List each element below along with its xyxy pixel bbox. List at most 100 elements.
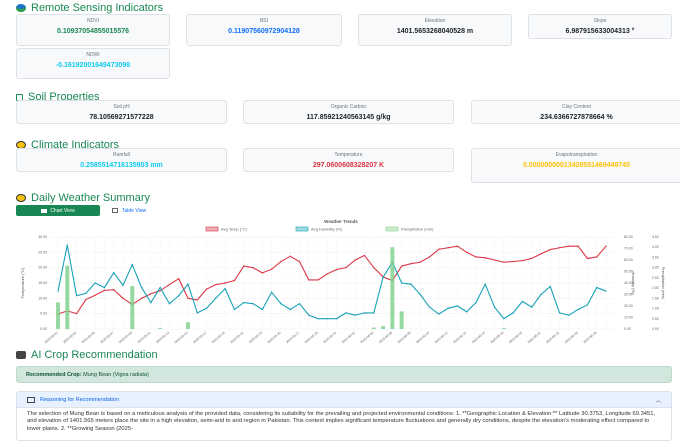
data-point xyxy=(465,311,468,313)
card-ndvi: NDVI 0.10937054855015576 xyxy=(16,14,170,46)
y2-tick-label: 30.00 xyxy=(624,293,633,297)
table-view-button[interactable]: Table View xyxy=(112,205,146,216)
y-axis-label: Temperature (°C) xyxy=(20,267,25,298)
data-point xyxy=(400,265,403,267)
data-point xyxy=(94,294,96,296)
y2-tick-label: 50.00 xyxy=(624,270,633,274)
data-point xyxy=(233,308,236,311)
y2-axis-label: Humidity (%) xyxy=(631,272,636,296)
x-tick-label: 2025-05-03 xyxy=(62,331,77,345)
reasoning-accordion-header[interactable]: Reasoning for Recommendation ︿ xyxy=(17,392,671,408)
card-climate-0: Rainfall 0.2585514716135903 mm xyxy=(16,148,227,172)
x-tick-label: 2025-05-11 xyxy=(137,331,152,345)
legend-label: Avg Humidity (%) xyxy=(311,227,342,232)
x-tick-label: 2025-06-26 xyxy=(564,331,579,345)
x-tick-label: 2025-05-31 xyxy=(322,331,337,345)
data-point xyxy=(503,261,505,263)
card-value: 6.987915633004313 ° xyxy=(565,28,635,35)
data-point xyxy=(317,317,319,320)
data-point xyxy=(530,257,533,260)
y2-tick-label: 20.00 xyxy=(624,304,633,308)
data-point xyxy=(447,247,449,249)
data-point xyxy=(66,244,68,246)
data-point xyxy=(493,306,496,308)
data-point xyxy=(438,313,440,315)
data-point xyxy=(586,257,589,260)
reasoning-accordion: Reasoning for Recommendation ︿ The select… xyxy=(16,391,672,441)
data-point xyxy=(308,279,310,281)
card-value: 0.10937054855015576 xyxy=(56,28,130,35)
data-point xyxy=(178,278,180,280)
data-point xyxy=(558,312,561,314)
precip-bar xyxy=(186,322,191,329)
y2-tick-label: 70.00 xyxy=(624,247,633,251)
data-point xyxy=(373,266,375,269)
data-point xyxy=(586,304,589,306)
card-value: 297.0600608328207 K xyxy=(312,162,385,169)
data-point xyxy=(354,259,356,261)
x-tick-label: 2025-05-21 xyxy=(229,331,244,345)
data-point xyxy=(428,306,431,308)
x-tick-label: 2025-05-29 xyxy=(304,331,319,345)
card-value: 117.85921240563145 g/kg xyxy=(306,114,391,121)
data-point xyxy=(577,308,579,311)
x-tick-label: 2025-06-06 xyxy=(378,331,393,345)
data-point xyxy=(540,253,542,255)
data-point xyxy=(187,297,189,300)
data-point xyxy=(438,248,440,250)
data-point xyxy=(549,285,551,288)
data-point xyxy=(335,317,338,320)
y2-tick-label: 80.00 xyxy=(624,235,633,239)
series-line-1 xyxy=(57,244,607,320)
legend-swatch xyxy=(385,226,399,232)
data-point xyxy=(354,314,356,316)
data-point xyxy=(345,266,347,269)
data-point xyxy=(113,289,115,291)
precip-bar xyxy=(399,311,404,329)
precip-bar xyxy=(381,326,386,329)
y3-tick-label: 4.50 xyxy=(652,235,659,239)
data-point xyxy=(484,283,486,285)
x-tick-label: 2025-06-04 xyxy=(359,331,374,345)
data-point xyxy=(243,265,245,267)
data-point xyxy=(465,251,468,254)
y3-axis-label: Precipitation (mm) xyxy=(661,267,666,300)
data-point xyxy=(605,290,607,292)
x-tick-label: 2025-06-02 xyxy=(341,331,356,345)
chart-view-button[interactable]: Chart View xyxy=(16,205,100,216)
data-point xyxy=(224,282,226,284)
card-slope: Slope 6.987915633004313 ° xyxy=(528,14,672,39)
data-point xyxy=(280,260,282,263)
data-point xyxy=(215,297,217,299)
x-tick-label: 2025-06-16 xyxy=(471,331,486,345)
data-point xyxy=(410,283,412,285)
clipboard-icon xyxy=(27,396,35,403)
y3-tick-label: 0.50 xyxy=(652,317,659,321)
ai-heading: AI Crop Recommendation xyxy=(16,349,158,361)
card-value: 0.000000000134285514694497​45 xyxy=(522,162,631,169)
data-point xyxy=(103,286,106,289)
card-label: Evapotranspiration xyxy=(555,152,598,158)
data-point xyxy=(75,294,78,297)
y2-tick-label: 10.00 xyxy=(624,316,633,320)
data-point xyxy=(521,300,524,303)
data-point xyxy=(512,312,514,314)
data-point xyxy=(252,266,254,269)
card-value: 0.11907560972904128 xyxy=(228,28,300,35)
x-tick-label: 2025-06-22 xyxy=(527,331,542,345)
y-tick-label: 30.00 xyxy=(38,235,47,239)
card-soil-1: Organic Carbon 117.85921240563145 g/kg xyxy=(243,100,454,124)
data-point xyxy=(168,283,171,286)
data-point xyxy=(178,294,180,297)
data-point xyxy=(75,312,78,315)
x-tick-label: 2025-05-13 xyxy=(155,331,170,345)
data-point xyxy=(261,272,264,274)
chevron-up-icon[interactable]: ︿ xyxy=(655,397,661,404)
data-point xyxy=(298,303,301,305)
data-point xyxy=(400,282,403,284)
x-tick-label: 2025-05-07 xyxy=(99,331,114,345)
y-tick-label: 10.00 xyxy=(38,296,47,300)
card-soil-2: Clay Content 234.63667278786​64 % xyxy=(471,100,680,124)
x-tick-label: 2025-05-27 xyxy=(285,331,300,345)
data-point xyxy=(493,259,496,261)
